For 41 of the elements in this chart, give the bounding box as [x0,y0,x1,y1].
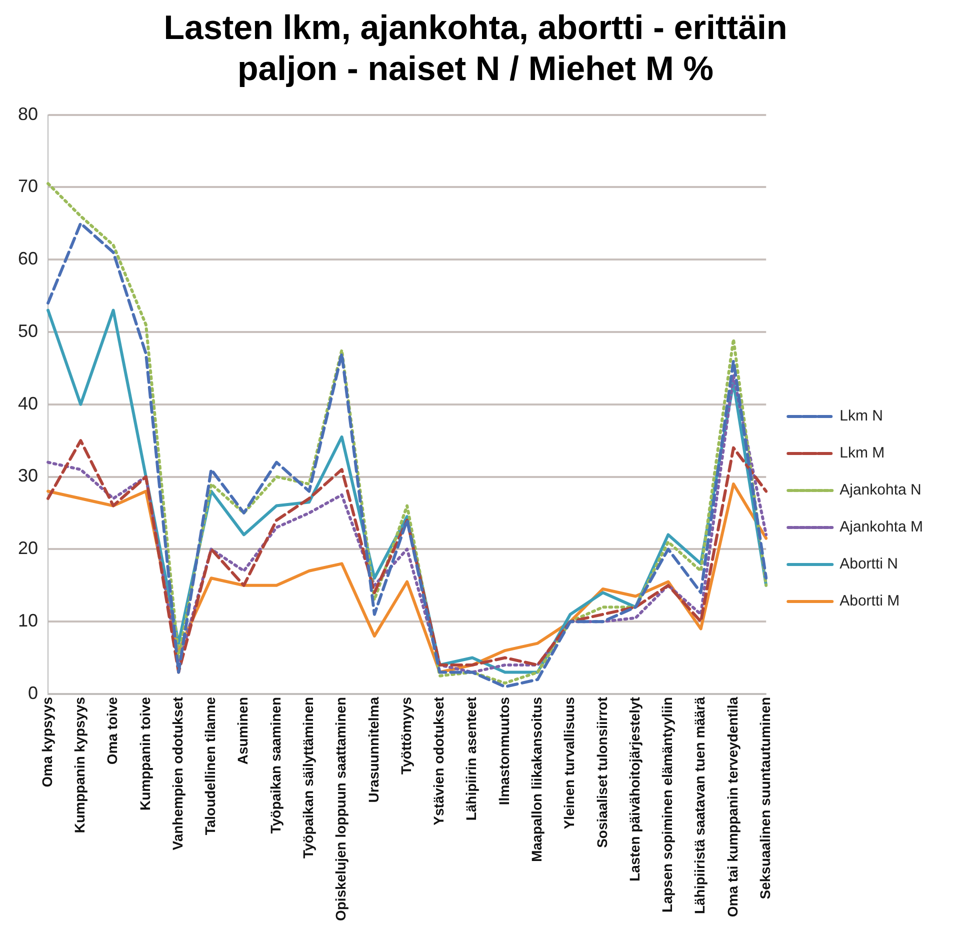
y-tick-label: 0 [28,682,38,703]
x-tick-label: Lähipiirin asenteet [463,696,480,820]
x-tick-label: Työpaikan säilyttäminen [300,696,316,858]
x-tick-label: Kumppanin kypsyys [72,696,88,833]
y-tick-label: 50 [18,320,38,341]
x-tick-label: Oma kypsyys [38,696,55,787]
x-tick-label: Lapsen sopiminen elämäntyyliin [659,696,676,912]
x-tick-label: Lasten päivähoitojärjestelyt [626,696,642,881]
x-tick-label: Kumppanin toive [136,696,153,810]
y-tick-label: 60 [18,248,38,268]
x-tick-label: Seksuaalinen suuntautuminen [756,696,773,899]
line-series [46,438,768,674]
x-tick-label: Lähipiiristä saatavan tuen määrä [692,696,708,914]
x-tick-label: Oma tai kumppanin terveydentila [724,696,740,917]
y-tick-label: 10 [18,610,38,630]
y-tick-label: 80 [18,103,38,124]
legend-label: Ajankohta M [840,518,924,536]
legend-label: Lkm M [840,444,885,462]
x-tick-label: Sosiaaliset tulonsiirrot [594,696,610,848]
chart-title: Lasten lkm, ajankohta, abortti - erittäin paljon - naiset N / Miehet M % [162,8,788,90]
x-tick-label: Taloudellinen tilanne [202,696,218,835]
x-tick-label: Opiskelujen loppuun saattaminen [332,696,349,921]
x-tick-label: Asuminen [234,696,251,764]
x-tick-label: Yleinen turvallisuus [561,696,578,829]
y-tick-label: 70 [18,176,38,196]
legend-label: Ajankohta N [840,481,922,498]
x-tick-label: Ilmastonmuutos [496,696,512,805]
legend-label: Lkm N [840,407,883,424]
y-tick-label: 20 [18,538,38,558]
x-tick-label: Työpaikan saaminen [267,696,284,834]
line-series [46,374,768,674]
x-tick-label: Urasuunnitelma [365,696,382,802]
legend-label: Abortti M [840,592,900,610]
x-tick-label: Vanhempien odotukset [169,696,186,850]
x-tick-label: Työttömyys [398,696,414,774]
x-tick-label: Oma toive [104,696,120,764]
y-tick-label: 30 [18,465,38,486]
x-tick-label: Ystävien odotukset [430,696,447,825]
legend-label: Abortti N [840,555,898,572]
y-tick-label: 40 [18,392,38,413]
x-tick-label: Maapallon liikakansoitus [528,696,544,862]
